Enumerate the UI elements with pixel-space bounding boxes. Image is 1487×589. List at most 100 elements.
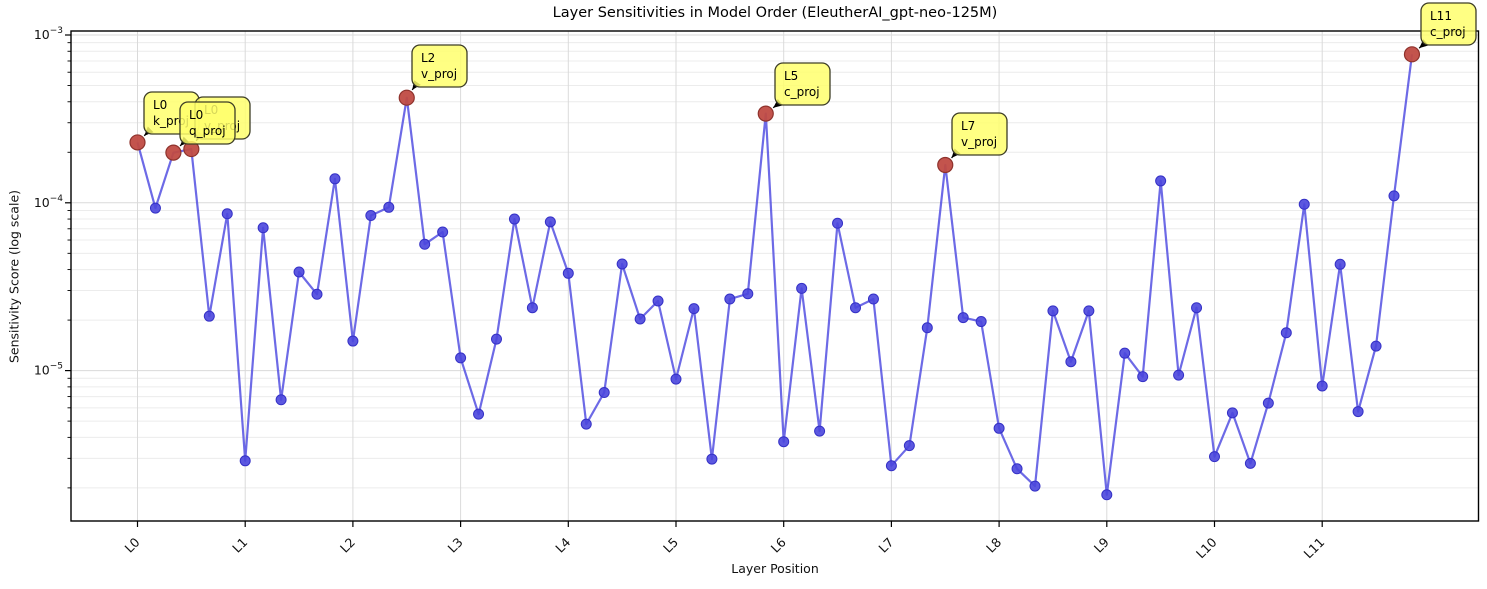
data-point xyxy=(652,295,664,307)
annotation-text: L0 xyxy=(153,98,167,112)
data-point xyxy=(311,288,323,300)
annotation-text: q_proj xyxy=(189,124,226,138)
x-tick-label: L2 xyxy=(337,535,358,556)
highlight-point xyxy=(937,156,954,174)
data-point xyxy=(221,208,233,220)
data-point xyxy=(1209,451,1220,463)
data-point xyxy=(544,216,556,228)
data-point xyxy=(1065,356,1077,368)
data-point xyxy=(993,422,1005,434)
data-point xyxy=(1137,371,1149,383)
data-point xyxy=(903,440,915,452)
annotation-l5-c_proj: L5 c_proj xyxy=(772,62,831,109)
plot-frame xyxy=(70,30,1480,522)
data-point xyxy=(1173,369,1185,381)
data-point xyxy=(275,394,287,406)
data-point xyxy=(832,217,844,229)
data-point xyxy=(1370,340,1382,352)
annotation-text: L0 xyxy=(189,108,203,122)
annotation-text: v_proj xyxy=(421,67,457,81)
data-point xyxy=(1352,406,1364,418)
annotation-l7-v_proj: L7 v_proj xyxy=(951,112,1008,159)
data-point xyxy=(1316,380,1328,392)
annotation-box xyxy=(1420,2,1477,46)
data-point xyxy=(975,316,987,328)
data-point xyxy=(1244,457,1256,469)
data-point xyxy=(706,453,718,465)
data-point xyxy=(885,460,897,472)
annotation-l0-q_proj: L0 q_proj xyxy=(179,101,236,147)
highlight-point xyxy=(165,144,182,161)
annotation-text: L7 xyxy=(961,119,975,133)
data-point xyxy=(778,436,790,448)
annotation-text: L5 xyxy=(784,69,798,83)
data-point xyxy=(580,418,592,430)
data-point xyxy=(455,352,467,364)
highlight-point xyxy=(398,89,415,106)
data-point xyxy=(688,303,700,315)
data-point xyxy=(616,258,628,270)
sensitivity-line xyxy=(136,54,1414,496)
data-point xyxy=(724,293,736,305)
data-point xyxy=(1029,480,1041,492)
x-tick-label: L11 xyxy=(1301,535,1328,562)
x-axis-label: Layer Position xyxy=(731,561,819,576)
data-point xyxy=(365,210,377,222)
data-point xyxy=(149,202,161,214)
data-point xyxy=(1011,463,1023,475)
data-point xyxy=(1119,347,1131,359)
data-point xyxy=(796,282,808,294)
data-point xyxy=(1280,327,1292,339)
data-point xyxy=(634,313,646,325)
data-point xyxy=(347,335,359,347)
x-tick-label: L8 xyxy=(983,534,1004,555)
annotation-box xyxy=(411,44,468,88)
data-point xyxy=(670,373,682,385)
highlight-point xyxy=(757,105,774,122)
x-tick-label: L0 xyxy=(121,534,142,555)
y-tick-label: 10−3 xyxy=(34,26,63,42)
annotation-text: L2 xyxy=(421,51,435,65)
x-tick-label: L5 xyxy=(660,535,681,556)
data-point xyxy=(491,333,502,345)
data-point xyxy=(1155,175,1167,187)
data-point xyxy=(1083,305,1095,317)
data-point xyxy=(329,173,341,185)
annotation-l11-c_proj: L11 c_proj xyxy=(1418,2,1477,49)
data-point xyxy=(1226,407,1238,419)
x-tick-label: L4 xyxy=(552,534,573,555)
x-tick-label: L6 xyxy=(768,534,789,555)
annotation-box xyxy=(951,112,1008,156)
annotation-box xyxy=(774,62,831,106)
y-axis-label: Sensitivity Score (log scale) xyxy=(6,189,22,364)
data-point xyxy=(526,302,538,314)
x-tick-label: L3 xyxy=(445,535,466,556)
data-point xyxy=(562,267,574,279)
data-point xyxy=(921,322,933,334)
data-point xyxy=(598,387,610,399)
data-point xyxy=(1191,302,1203,314)
data-point xyxy=(383,201,395,213)
data-point xyxy=(742,288,754,300)
data-point xyxy=(437,226,449,238)
data-point xyxy=(257,222,269,234)
y-tick-label: 10−5 xyxy=(34,362,63,378)
data-point xyxy=(239,455,251,467)
annotation-text: c_proj xyxy=(784,85,820,99)
data-point xyxy=(203,310,215,322)
data-point xyxy=(1101,489,1113,501)
x-tick-label: L7 xyxy=(875,535,896,556)
data-point xyxy=(1262,397,1274,409)
x-tick-label: L10 xyxy=(1193,534,1220,561)
chart-title: Layer Sensitivities in Model Order (Eleu… xyxy=(552,5,998,21)
data-point xyxy=(1388,190,1400,202)
annotation-text: L11 xyxy=(1430,9,1452,23)
annotation-box xyxy=(179,101,236,145)
data-point xyxy=(867,293,879,305)
y-tick-label: 10−4 xyxy=(34,194,63,210)
data-point xyxy=(419,238,431,250)
data-point xyxy=(293,266,305,278)
data-point xyxy=(1047,305,1059,317)
